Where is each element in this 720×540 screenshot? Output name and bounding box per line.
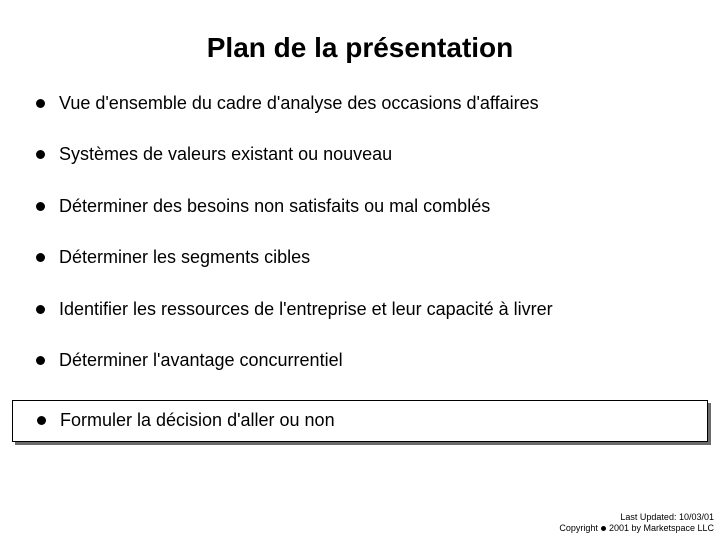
bullet-text: Déterminer les segments cibles <box>59 246 310 269</box>
list-item: Formuler la décision d'aller ou non <box>37 409 683 432</box>
footer-updated-date: 10/03/01 <box>679 512 714 522</box>
footer-copyright: Copyright 2001 by Marketspace LLC <box>559 523 714 534</box>
list-item: Déterminer des besoins non satisfaits ou… <box>36 195 684 218</box>
slide: Plan de la présentation Vue d'ensemble d… <box>0 0 720 540</box>
footer-updated-label: Last Updated: <box>620 512 679 522</box>
copyright-icon <box>601 526 606 531</box>
bullet-text: Vue d'ensemble du cadre d'analyse des oc… <box>59 92 539 115</box>
bullet-text: Déterminer des besoins non satisfaits ou… <box>59 195 490 218</box>
bullet-text: Identifier les ressources de l'entrepris… <box>59 298 553 321</box>
list-item: Identifier les ressources de l'entrepris… <box>36 298 684 321</box>
highlight-box: Formuler la décision d'aller ou non <box>12 400 708 441</box>
list-item: Vue d'ensemble du cadre d'analyse des oc… <box>36 92 684 115</box>
slide-title: Plan de la présentation <box>0 0 720 82</box>
footer-copyright-prefix: Copyright <box>559 523 598 534</box>
bullet-icon <box>36 305 45 314</box>
bullet-icon <box>36 99 45 108</box>
bullet-icon <box>36 202 45 211</box>
list-item: Systèmes de valeurs existant ou nouveau <box>36 143 684 166</box>
bullet-icon <box>37 416 46 425</box>
footer: Last Updated: 10/03/01 Copyright 2001 by… <box>559 512 714 534</box>
bullet-text: Formuler la décision d'aller ou non <box>60 409 335 432</box>
list-item: Déterminer l'avantage concurrentiel <box>36 349 684 372</box>
bullet-text: Déterminer l'avantage concurrentiel <box>59 349 343 372</box>
bullet-icon <box>36 356 45 365</box>
footer-updated: Last Updated: 10/03/01 <box>559 512 714 523</box>
bullet-list: Vue d'ensemble du cadre d'analyse des oc… <box>0 82 720 442</box>
bullet-icon <box>36 150 45 159</box>
highlighted-item-wrap: Formuler la décision d'aller ou non <box>12 400 708 441</box>
list-item: Déterminer les segments cibles <box>36 246 684 269</box>
footer-copyright-suffix: 2001 by Marketspace LLC <box>609 523 714 534</box>
bullet-text: Systèmes de valeurs existant ou nouveau <box>59 143 392 166</box>
bullet-icon <box>36 253 45 262</box>
